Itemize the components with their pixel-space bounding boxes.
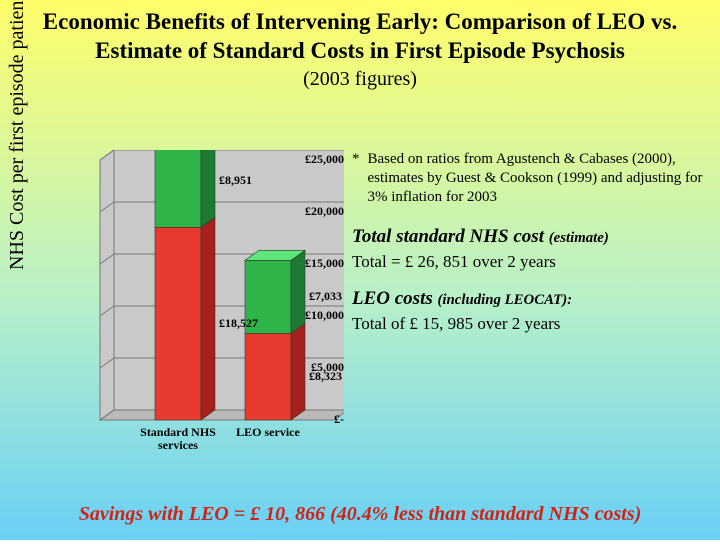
ytick-label: £15,000 <box>292 256 344 271</box>
xcat-label: LEO service <box>227 426 309 439</box>
footnote-text: Based on ratios from Agustench & Cabases… <box>368 150 709 206</box>
standard-cost-line: Total = £ 26, 851 over 2 years <box>352 252 708 272</box>
footnote: * Based on ratios from Agustench & Cabas… <box>352 150 708 206</box>
leo-cost-heading: LEO costs (including LEOCAT): <box>352 288 708 310</box>
savings-label: Savings with LEO = <box>79 503 250 525</box>
data-label: £7,033 <box>309 289 342 304</box>
slide-title: Economic Benefits of Intervening Early: … <box>0 0 720 66</box>
bar-chart: £-£5,000£10,000£15,000£20,000£25,000 Sta… <box>44 150 344 470</box>
savings-line: Savings with LEO = £ 10, 866 (40.4% less… <box>20 503 700 526</box>
slide-subtitle: (2003 figures) <box>0 68 720 91</box>
ytick-label: £25,000 <box>292 152 344 167</box>
right-column: * Based on ratios from Agustench & Cabas… <box>344 150 708 480</box>
leo-cost-line: Total of £ 15, 985 over 2 years <box>352 314 708 334</box>
y-axis-label: NHS Cost per first episode patient/year <box>6 0 29 270</box>
standard-cost-heading: Total standard NHS cost (estimate) <box>352 226 708 248</box>
footnote-marker: * <box>352 150 360 206</box>
xcat-label: Standard NHS services <box>137 426 219 452</box>
ytick-label: £10,000 <box>292 308 344 323</box>
savings-value: £ 10, 866 (40.4% less than standard NHS … <box>250 503 641 525</box>
data-label: £8,951 <box>219 173 252 188</box>
data-label: £18,527 <box>219 316 258 331</box>
data-label: £8,323 <box>309 369 342 384</box>
ytick-label: £20,000 <box>292 204 344 219</box>
main-row: £-£5,000£10,000£15,000£20,000£25,000 Sta… <box>44 150 708 480</box>
